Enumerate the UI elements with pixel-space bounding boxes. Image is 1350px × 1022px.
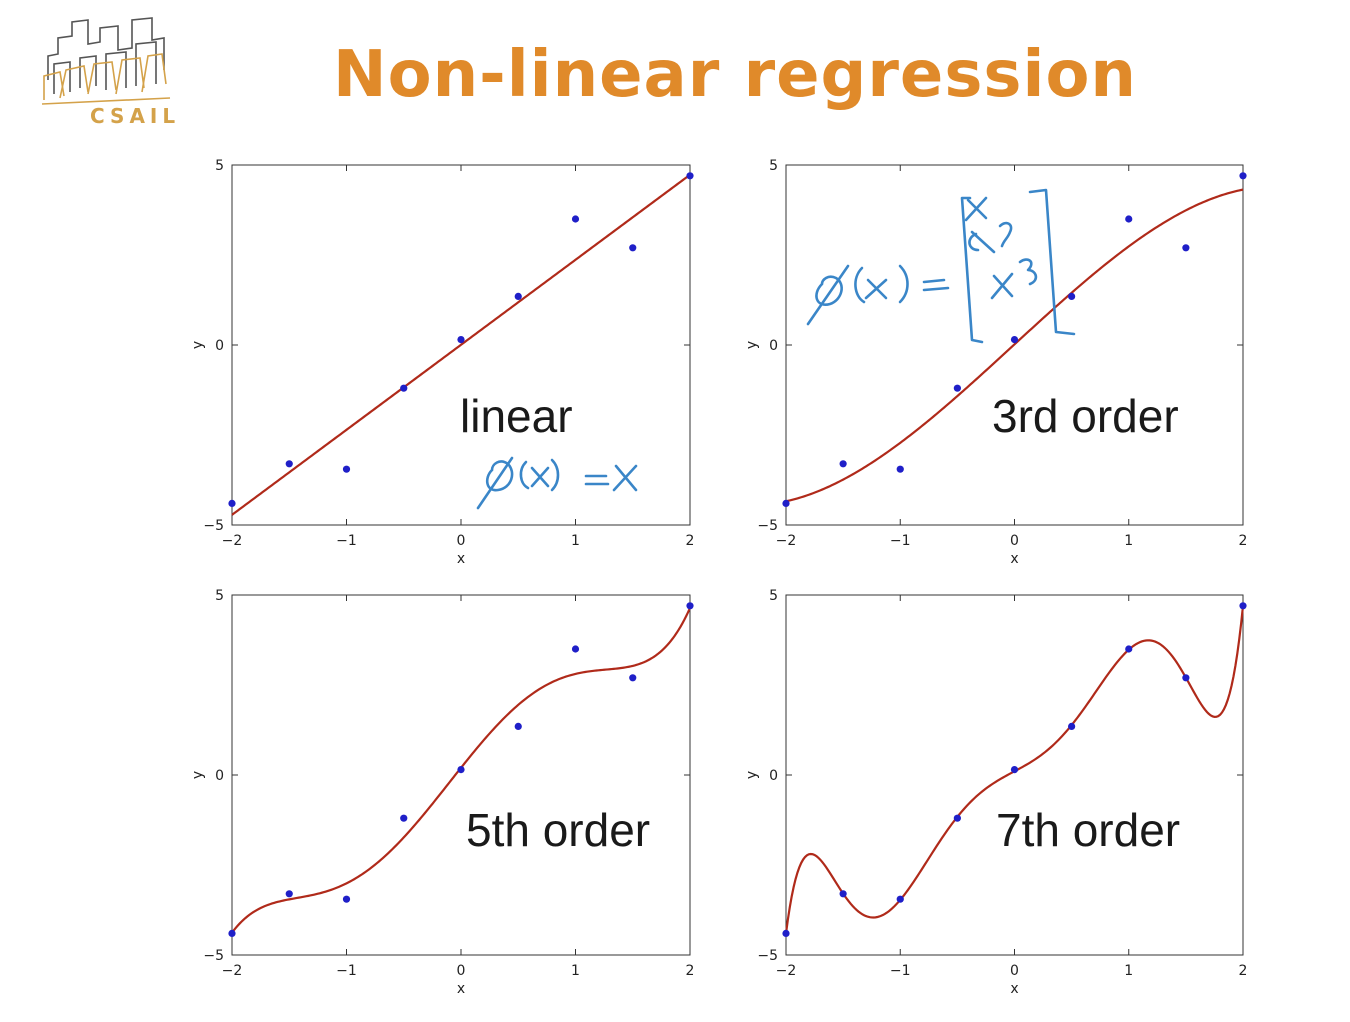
x-tick-label: −1: [890, 963, 911, 979]
x-tick-label: 1: [571, 963, 580, 979]
plot-frame: [231, 594, 691, 956]
x-tick-label: −1: [336, 963, 357, 979]
y-axis-label: y: [190, 771, 206, 779]
x-tick-label: 1: [571, 533, 580, 549]
chart-3rd-order: −2 −1 0 1 2 −5 0 5 x y 3rd order: [744, 158, 1247, 567]
page-title: Non-linear regression: [333, 38, 1137, 112]
y-tick-label: −5: [757, 948, 778, 964]
x-tick-label: −2: [222, 533, 243, 549]
data-point: [1125, 215, 1133, 223]
data-point: [629, 674, 637, 682]
data-point: [896, 465, 904, 473]
x-tick-label: 2: [686, 963, 695, 979]
data-point: [457, 336, 465, 344]
data-point: [1182, 244, 1190, 252]
data-point: [285, 890, 293, 898]
x-tick-label: 0: [457, 963, 466, 979]
handwritten-annotation-linear: [476, 456, 638, 510]
data-point: [1068, 292, 1076, 300]
data-point: [571, 215, 580, 223]
chart-order-label: 5th order: [466, 804, 650, 856]
x-tick-label: −1: [890, 533, 911, 549]
data-point: [629, 244, 637, 252]
data-point: [953, 384, 961, 392]
data-point: [686, 172, 694, 180]
csail-logo-icon: [41, 17, 171, 105]
y-tick-label: 5: [215, 158, 224, 174]
y-tick-label: 5: [215, 588, 224, 604]
y-tick-label: 0: [769, 338, 778, 354]
x-tick-label: −1: [336, 533, 357, 549]
data-point: [1182, 674, 1190, 682]
chart-7th-order: −2 −1 0 1 2 −5 0 5 x y 7th order: [744, 588, 1247, 997]
x-axis-label: x: [1010, 981, 1018, 997]
data-point: [457, 766, 465, 774]
data-point: [1010, 336, 1019, 344]
data-point: [686, 602, 694, 610]
x-tick-label: −2: [776, 533, 797, 549]
data-point: [514, 292, 522, 300]
x-tick-label: 2: [1239, 533, 1248, 549]
data-point: [342, 895, 351, 903]
data-point: [400, 814, 408, 822]
x-tick-label: 0: [1010, 963, 1019, 979]
x-tick-label: 2: [686, 533, 695, 549]
x-tick-label: −2: [776, 963, 797, 979]
x-axis-label: x: [457, 551, 465, 567]
y-tick-label: 0: [215, 768, 224, 784]
y-axis-label: y: [744, 341, 760, 349]
logo-text: CSAIL: [90, 104, 181, 128]
x-tick-label: −2: [222, 963, 243, 979]
data-point: [1239, 172, 1247, 180]
data-point: [1010, 766, 1019, 774]
chart-order-label: 7th order: [996, 804, 1180, 856]
y-tick-label: 0: [215, 338, 224, 354]
data-point: [228, 499, 236, 507]
chart-order-label: 3rd order: [992, 390, 1179, 442]
y-tick-label: 0: [769, 768, 778, 784]
plot-frame: [785, 594, 1244, 956]
y-tick-label: −5: [203, 948, 224, 964]
x-tick-label: 1: [1124, 533, 1133, 549]
y-axis-label: y: [744, 771, 760, 779]
data-point: [953, 814, 961, 822]
data-point: [839, 890, 847, 898]
y-tick-label: 5: [769, 588, 778, 604]
data-point: [571, 645, 580, 653]
data-point: [896, 895, 904, 903]
data-point: [514, 722, 522, 731]
y-tick-label: −5: [203, 518, 224, 534]
data-point: [839, 460, 847, 468]
chart-order-label: linear: [460, 390, 573, 442]
chart-5th-order: −2 −1 0 1 2 −5 0 5 x y 5th order: [190, 588, 694, 997]
data-point: [782, 929, 790, 938]
data-point: [1239, 602, 1247, 610]
y-tick-label: 5: [769, 158, 778, 174]
fit-curve: [785, 188, 1244, 503]
data-point: [342, 465, 351, 473]
data-point: [782, 499, 790, 507]
fit-curve: [231, 173, 691, 516]
x-tick-label: 0: [1010, 533, 1019, 549]
y-tick-label: −5: [757, 518, 778, 534]
x-tick-label: 2: [1239, 963, 1248, 979]
x-axis-label: x: [457, 981, 465, 997]
handwritten-annotation-3rd-order: [806, 188, 1076, 344]
chart-linear: −2 −1 0 1 2 −5 0 5 x y linear: [190, 158, 694, 567]
x-axis-label: x: [1010, 551, 1018, 567]
data-point: [400, 384, 408, 392]
data-point: [228, 929, 236, 938]
x-tick-label: 0: [457, 533, 466, 549]
y-axis-label: y: [190, 341, 206, 349]
data-point: [285, 460, 293, 468]
data-point: [1125, 645, 1133, 653]
x-tick-label: 1: [1124, 963, 1133, 979]
data-point: [1068, 722, 1076, 731]
